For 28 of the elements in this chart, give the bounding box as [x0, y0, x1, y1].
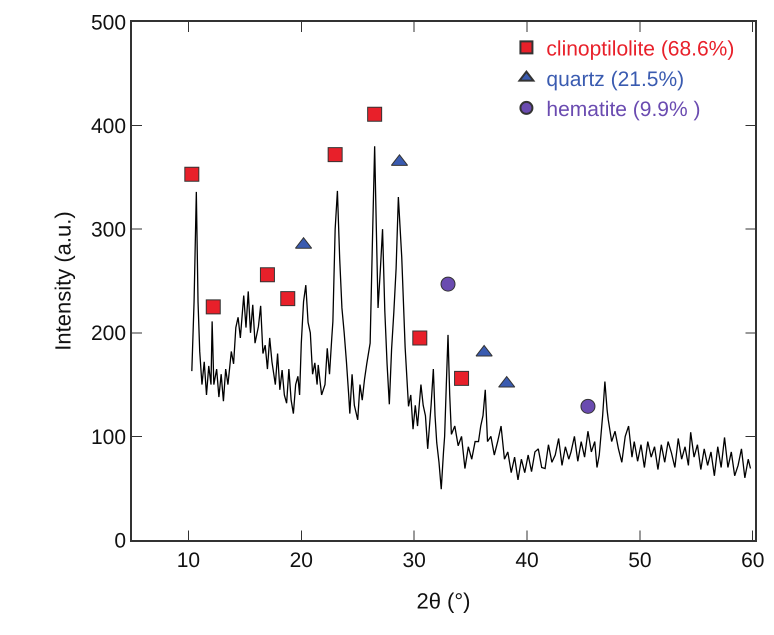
x-tick-label: 20: [290, 548, 313, 572]
line-series: [191, 146, 752, 490]
legend-label: clinoptilolite (68.6%): [546, 38, 734, 61]
x-axis-title: 2θ (°): [416, 588, 471, 614]
y-tick-label: 500: [91, 11, 126, 34]
y-tick-label: 100: [91, 426, 126, 449]
point: [260, 267, 275, 282]
point: [454, 370, 470, 386]
x-tick-label: 40: [515, 548, 539, 572]
x-tick-label: 60: [741, 548, 764, 572]
point: [328, 147, 343, 162]
y-axis-title: Intensity (a.u.): [50, 211, 76, 351]
point: [367, 106, 382, 122]
point: [580, 398, 596, 414]
y-tick-label: 200: [91, 322, 126, 346]
point: [280, 291, 296, 306]
point: [412, 330, 428, 346]
legend-label: quartz (21.5%): [546, 68, 684, 91]
point: [184, 166, 200, 182]
x-tick-label: 50: [628, 548, 652, 572]
y-tick-label: 300: [91, 218, 126, 242]
x-tick-label: 10: [176, 548, 200, 572]
y-tick-label: 0: [114, 529, 126, 552]
legend-label: hematite (9.9% ): [546, 98, 701, 122]
x-tick-label: 30: [402, 548, 426, 572]
point: [440, 276, 456, 292]
y-tick-label: 400: [91, 114, 126, 138]
point: [206, 299, 221, 314]
